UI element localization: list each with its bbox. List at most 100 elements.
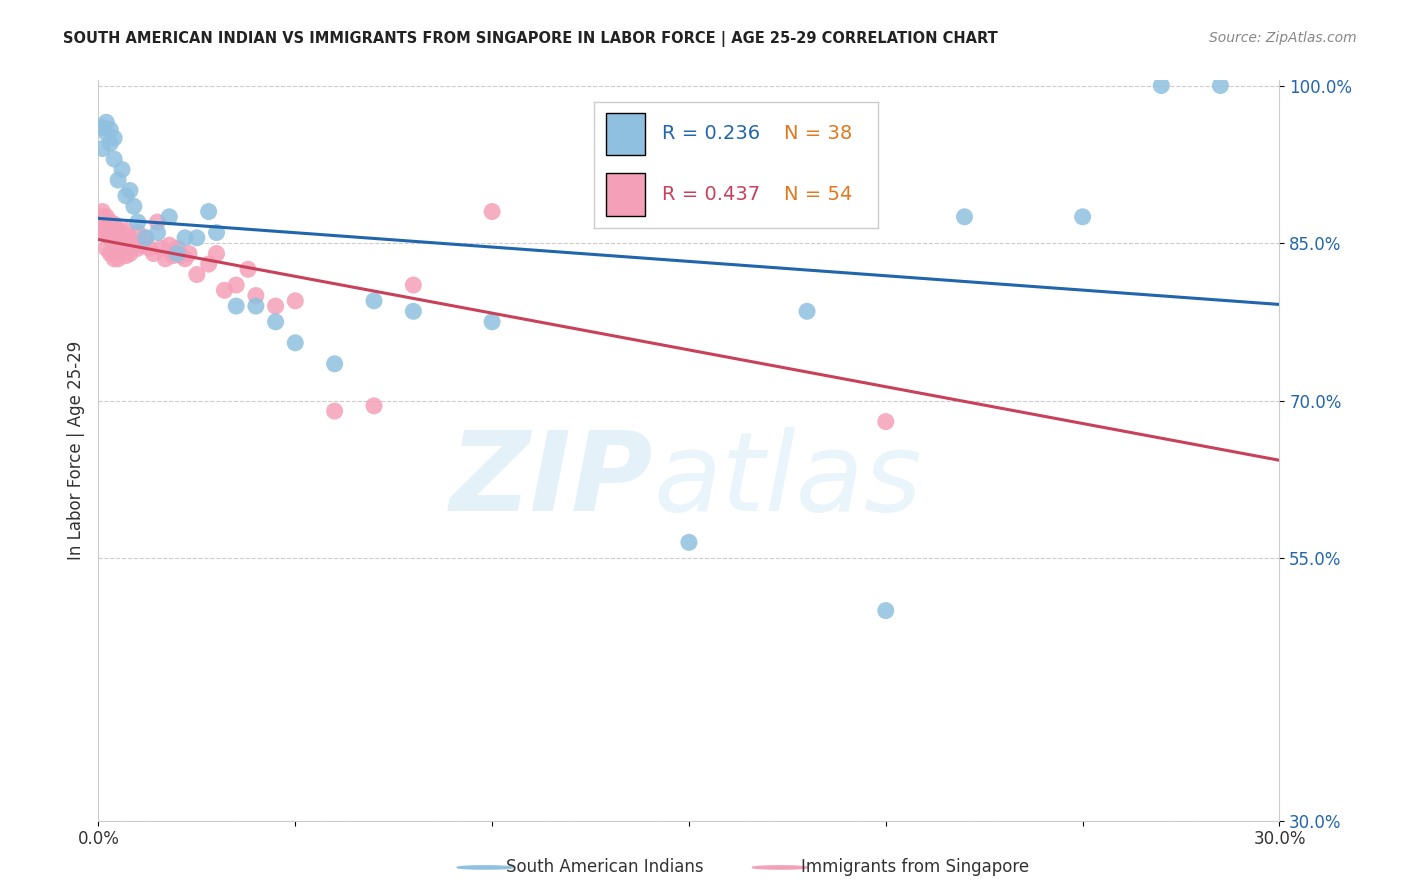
Point bbox=[103, 131, 125, 145]
Point bbox=[98, 231, 121, 245]
Point bbox=[118, 184, 141, 198]
Point bbox=[127, 215, 149, 229]
Point bbox=[284, 335, 307, 350]
Point bbox=[363, 293, 385, 308]
Point bbox=[115, 189, 138, 203]
Point bbox=[91, 210, 114, 224]
Point bbox=[98, 122, 121, 136]
Point bbox=[103, 217, 125, 231]
Point bbox=[162, 249, 184, 263]
Point bbox=[150, 241, 173, 255]
Point bbox=[98, 136, 121, 151]
Point bbox=[245, 299, 267, 313]
Point bbox=[166, 246, 188, 260]
Point bbox=[236, 262, 259, 277]
Text: SOUTH AMERICAN INDIAN VS IMMIGRANTS FROM SINGAPORE IN LABOR FORCE | AGE 25-29 CO: SOUTH AMERICAN INDIAN VS IMMIGRANTS FROM… bbox=[63, 31, 998, 47]
Circle shape bbox=[457, 866, 513, 869]
Point bbox=[796, 304, 818, 318]
Point bbox=[402, 304, 425, 318]
Text: atlas: atlas bbox=[654, 426, 922, 533]
Point bbox=[264, 299, 287, 313]
Point bbox=[115, 238, 138, 252]
Text: Source: ZipAtlas.com: Source: ZipAtlas.com bbox=[1209, 31, 1357, 45]
Point bbox=[205, 226, 228, 240]
Point bbox=[107, 238, 129, 252]
Point bbox=[111, 162, 134, 177]
Point bbox=[107, 173, 129, 187]
Point bbox=[1071, 210, 1094, 224]
Point bbox=[402, 278, 425, 293]
Point bbox=[157, 210, 180, 224]
Point bbox=[111, 241, 134, 255]
Point bbox=[284, 293, 307, 308]
Point bbox=[122, 199, 145, 213]
Point bbox=[953, 210, 976, 224]
Point bbox=[146, 215, 169, 229]
Point bbox=[186, 268, 208, 282]
Point bbox=[107, 223, 129, 237]
Point bbox=[678, 535, 700, 549]
Point bbox=[96, 241, 118, 255]
Point bbox=[481, 204, 503, 219]
Point bbox=[214, 283, 236, 297]
Circle shape bbox=[752, 866, 808, 869]
Text: Immigrants from Singapore: Immigrants from Singapore bbox=[801, 858, 1029, 877]
Point bbox=[111, 226, 134, 240]
Point bbox=[599, 210, 621, 224]
Point bbox=[186, 231, 208, 245]
Point bbox=[118, 231, 141, 245]
Point bbox=[197, 204, 219, 219]
Point bbox=[1150, 78, 1173, 93]
Point bbox=[138, 241, 160, 255]
Point bbox=[103, 235, 125, 250]
Point bbox=[103, 252, 125, 266]
Point bbox=[363, 399, 385, 413]
Point bbox=[166, 241, 188, 255]
Point bbox=[264, 315, 287, 329]
Point bbox=[245, 288, 267, 302]
Point bbox=[91, 204, 114, 219]
Point bbox=[127, 241, 149, 255]
Point bbox=[225, 299, 247, 313]
Point bbox=[115, 223, 138, 237]
Point bbox=[103, 152, 125, 166]
Point bbox=[875, 604, 897, 618]
Point bbox=[115, 249, 138, 263]
Point bbox=[118, 246, 141, 260]
Text: South American Indians: South American Indians bbox=[506, 858, 704, 877]
Point bbox=[127, 226, 149, 240]
Point bbox=[225, 278, 247, 293]
Point bbox=[122, 235, 145, 250]
Point bbox=[135, 231, 157, 245]
Point bbox=[98, 215, 121, 229]
Point bbox=[91, 215, 114, 229]
Point bbox=[96, 115, 118, 129]
Point bbox=[155, 252, 177, 266]
Point bbox=[599, 204, 621, 219]
Y-axis label: In Labor Force | Age 25-29: In Labor Force | Age 25-29 bbox=[66, 341, 84, 560]
Point bbox=[177, 246, 200, 260]
Point bbox=[96, 210, 118, 224]
Point bbox=[323, 404, 346, 418]
Point bbox=[174, 231, 197, 245]
Point bbox=[157, 238, 180, 252]
Point bbox=[323, 357, 346, 371]
Point bbox=[205, 246, 228, 260]
Point bbox=[96, 226, 118, 240]
Point bbox=[197, 257, 219, 271]
Point bbox=[142, 246, 165, 260]
Point bbox=[135, 231, 157, 245]
Point bbox=[107, 252, 129, 266]
Point bbox=[131, 238, 153, 252]
Point bbox=[98, 246, 121, 260]
Point bbox=[174, 252, 197, 266]
Point bbox=[91, 142, 114, 156]
Point bbox=[875, 415, 897, 429]
Point bbox=[146, 226, 169, 240]
Point bbox=[481, 315, 503, 329]
Point bbox=[91, 226, 114, 240]
Point bbox=[96, 126, 118, 140]
Point bbox=[91, 120, 114, 135]
Point bbox=[170, 249, 193, 263]
Text: ZIP: ZIP bbox=[450, 426, 654, 533]
